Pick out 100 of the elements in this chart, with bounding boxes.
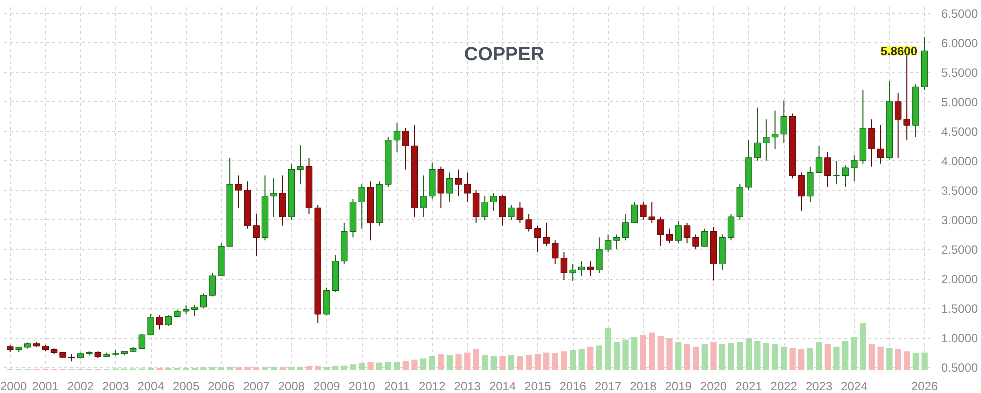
text: COPPER [464, 44, 545, 66]
candlestick [570, 264, 576, 282]
y-tick-label: 1.5000 [942, 302, 979, 316]
candlestick [279, 175, 286, 226]
y-tick-label: 2.0000 [942, 272, 979, 286]
x-tick-label: 2015 [524, 380, 552, 393]
candlestick [833, 160, 840, 186]
candlestick [516, 202, 524, 224]
candlestick [868, 119, 876, 168]
x-tick-label: 2024 [841, 380, 868, 393]
x-tick-label: 2019 [665, 380, 692, 393]
candlestick [587, 260, 594, 277]
x-tick-label: 2013 [454, 380, 482, 393]
candlestick [192, 304, 198, 317]
candlestick [235, 175, 242, 209]
candlestick [675, 220, 682, 244]
candlestick [508, 204, 515, 220]
x-tick-label: 2012 [419, 380, 446, 393]
x-tick-label: 2002 [67, 380, 94, 393]
x-tick-label: 2021 [736, 380, 763, 393]
x-tick-label: 2010 [348, 380, 376, 393]
x-tick-label: 2001 [32, 380, 60, 393]
x-tick-label: 2007 [243, 380, 270, 393]
x-tick-label: 2020 [700, 380, 728, 393]
y-tick-label: 5.5000 [942, 66, 979, 80]
y-tick-label: 2.5000 [942, 242, 979, 257]
y-tick-label: 6.0000 [942, 36, 979, 50]
candlestick [658, 216, 664, 248]
candlestick [851, 154, 858, 182]
candlestick [552, 240, 559, 265]
y-tick-label: 3.0000 [942, 213, 979, 228]
y-tick-label: 4.5000 [942, 124, 979, 139]
candlestick [253, 214, 260, 258]
candlestick [754, 107, 762, 162]
candlestick [648, 202, 656, 224]
candlestick [499, 194, 506, 226]
candlestick [138, 334, 146, 350]
candlestick [526, 214, 532, 232]
candlestick [420, 175, 427, 218]
candlestick [156, 315, 164, 330]
x-tick-label: 2017 [594, 380, 622, 393]
x-tick-label: 2004 [138, 380, 165, 393]
candlestick [807, 166, 814, 203]
candlestick [798, 172, 805, 212]
candlestick [604, 234, 612, 253]
candlestick [816, 146, 823, 174]
candlestick [148, 314, 154, 336]
x-tick-label: 2018 [630, 380, 658, 393]
candlestick [297, 145, 304, 186]
x-tick-label: 2014 [489, 380, 516, 393]
x-tick-label: 2016 [560, 380, 587, 393]
x-tick-label: 2003 [102, 380, 130, 393]
candlestick [472, 190, 480, 224]
candlestick [560, 252, 568, 281]
annotation: 5.8600 [880, 44, 918, 59]
candlestick [692, 234, 700, 250]
candlestick [622, 214, 630, 242]
candlestick [446, 172, 454, 203]
x-tick-label: 2026 [911, 380, 938, 393]
candlestick [438, 166, 445, 209]
candlestick [578, 260, 586, 277]
candlestick [763, 119, 770, 162]
x-tick-label: 2000 [0, 380, 28, 393]
y-tick-label: 6.5000 [942, 6, 979, 21]
y-tick-label: 3.5000 [942, 184, 979, 198]
x-tick-label: 2009 [314, 380, 341, 393]
candlestick [596, 237, 603, 274]
candlestick [640, 202, 647, 220]
candlestick [666, 228, 674, 244]
candlestick [402, 128, 410, 170]
y-tick-label: 5.0000 [942, 95, 979, 110]
candlestick [270, 178, 278, 218]
candlestick [631, 202, 638, 224]
candlestick [842, 165, 849, 188]
x-tick-label: 2005 [172, 380, 200, 393]
candlestick [200, 293, 208, 310]
candlestick [614, 234, 620, 250]
candlestick [209, 272, 216, 298]
candlestick [780, 100, 788, 144]
x-tick-label: 2006 [208, 380, 236, 393]
x-tick-label: 2022 [770, 380, 798, 393]
candlestick [394, 122, 401, 153]
candlestick [464, 172, 472, 203]
y-tick-label: 0.5000 [942, 361, 979, 376]
candlestick [894, 92, 902, 158]
candlestick [772, 110, 779, 150]
candlestick [824, 152, 832, 188]
candlestick [702, 228, 708, 248]
candlestick [482, 196, 488, 220]
x-tick-label: 2008 [278, 380, 306, 393]
candlestick [684, 222, 691, 244]
x-tick-label: 2023 [806, 380, 833, 393]
y-tick-label: 1.0000 [942, 332, 979, 346]
candlestick [728, 214, 735, 242]
candlestick [490, 192, 498, 212]
candlestick [455, 169, 462, 197]
candlestick [877, 125, 884, 164]
candlestick [358, 184, 366, 230]
y-tick-label: 4.0000 [942, 154, 979, 168]
candlestick [165, 315, 172, 327]
